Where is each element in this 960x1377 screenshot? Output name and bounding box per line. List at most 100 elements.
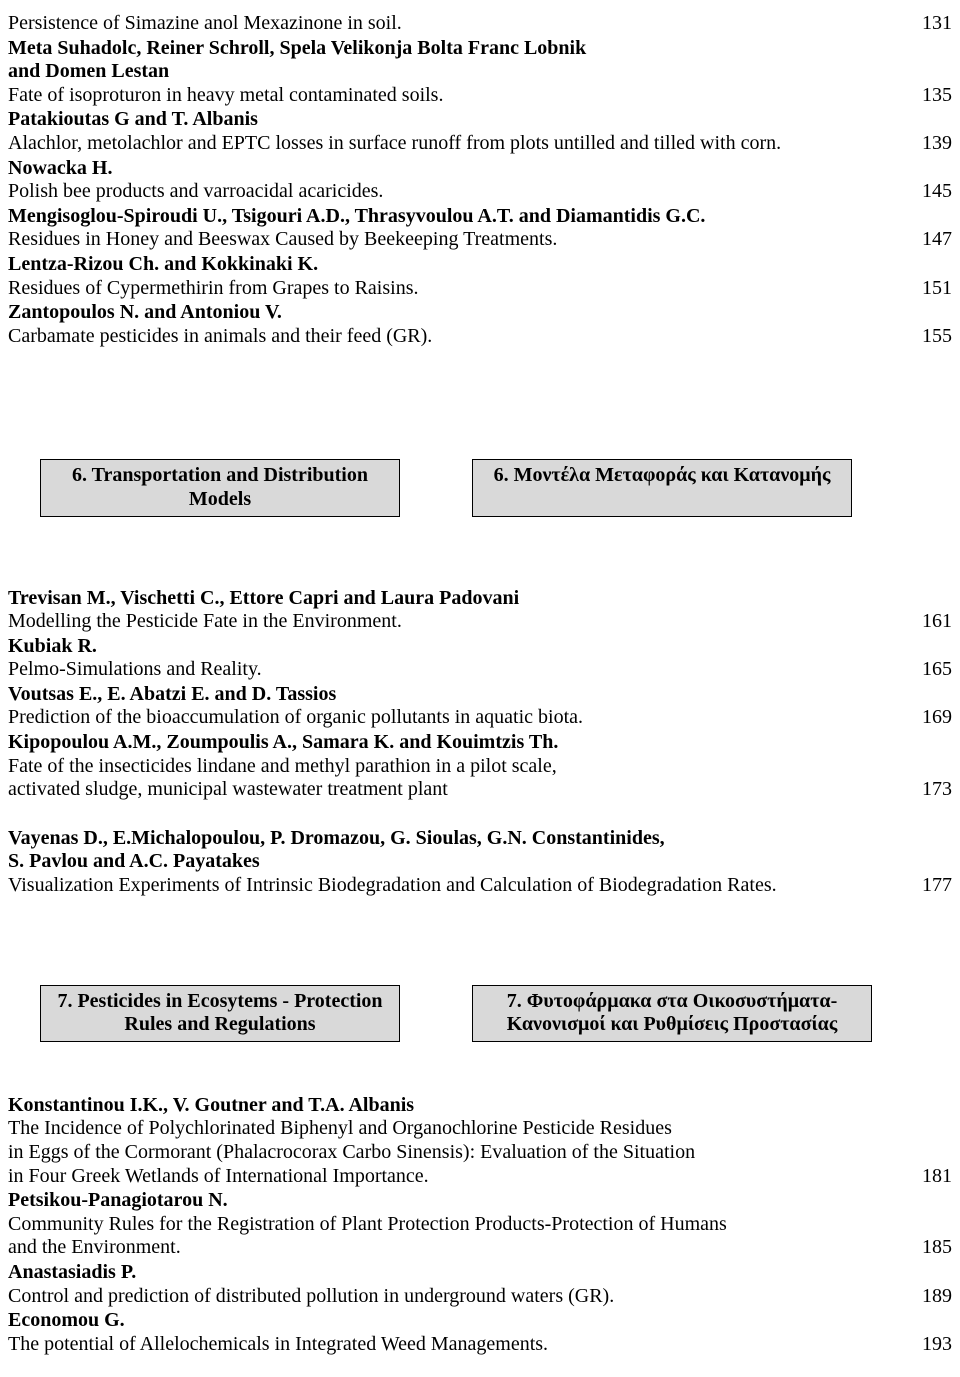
toc-page-number: 189 [922,1285,952,1309]
toc-title: The potential of Allelochemicals in Inte… [8,1333,922,1357]
toc-authors: Anastasiadis P. [8,1261,952,1285]
toc-authors: and Domen Lestan [8,60,952,84]
toc-line: Visualization Experiments of Intrinsic B… [8,874,952,898]
toc-entry: Petsikou-Panagiotarou N.Community Rules … [8,1189,952,1260]
toc-line: Polish bee products and varroacidal acar… [8,180,952,204]
toc-page-number: 135 [922,84,952,108]
toc-authors: Trevisan M., Vischetti C., Ettore Capri … [8,587,952,611]
toc-authors: Zantopoulos N. and Antoniou V. [8,301,952,325]
toc-authors: Mengisoglou-Spiroudi U., Tsigouri A.D., … [8,205,952,229]
toc-line: Community Rules for the Registration of … [8,1213,952,1237]
toc-entry: Trevisan M., Vischetti C., Ettore Capri … [8,587,952,634]
toc-title: Carbamate pesticides in animals and thei… [8,325,922,349]
toc-authors: Lentza-Rizou Ch. and Kokkinaki K. [8,253,952,277]
toc-authors: Konstantinou I.K., V. Goutner and T.A. A… [8,1094,952,1118]
toc-line: Fate of the insecticides lindane and met… [8,755,952,779]
toc-line: Pelmo-Simulations and Reality.165 [8,658,952,682]
toc-authors: Petsikou-Panagiotarou N. [8,1189,952,1213]
toc-entry: Patakioutas G and T. AlbanisAlachlor, me… [8,108,952,155]
section-7-headers: 7. Pesticides in Ecosytems - Protection … [40,985,952,1042]
toc-page-number: 169 [922,706,952,730]
toc-entry: Nowacka H.Polish bee products and varroa… [8,157,952,204]
section-6-left-line2: Models [51,488,389,512]
section-7-left-line2: Rules and Regulations [51,1013,389,1037]
toc-page-number: 139 [922,132,952,156]
toc-line: Control and prediction of distributed po… [8,1285,952,1309]
entries-block-2: Trevisan M., Vischetti C., Ettore Capri … [8,587,952,802]
toc-authors: Kubiak R. [8,635,952,659]
toc-entry: Kipopoulou A.M., Zoumpoulis A., Samara K… [8,731,952,802]
toc-line: Persistence of Simazine anol Mexazinone … [8,12,952,36]
toc-title: and the Environment. [8,1236,922,1260]
section-7-left-line1: 7. Pesticides in Ecosytems - Protection [51,990,389,1014]
section-7-left: 7. Pesticides in Ecosytems - Protection … [40,985,400,1042]
toc-entry: Mengisoglou-Spiroudi U., Tsigouri A.D., … [8,205,952,252]
toc-title: Residues in Honey and Beeswax Caused by … [8,228,922,252]
toc-entry: Lentza-Rizou Ch. and Kokkinaki K.Residue… [8,253,952,300]
toc-page-number: 155 [922,325,952,349]
toc-title: in Four Greek Wetlands of International … [8,1165,922,1189]
toc-title: The Incidence of Polychlorinated Bipheny… [8,1117,952,1141]
toc-title: Modelling the Pesticide Fate in the Envi… [8,610,922,634]
toc-line: The potential of Allelochemicals in Inte… [8,1333,952,1357]
toc-line: in Four Greek Wetlands of International … [8,1165,952,1189]
toc-line: in Eggs of the Cormorant (Phalacrocorax … [8,1141,952,1165]
toc-entry: Meta Suhadolc, Reiner Schroll, Spela Vel… [8,37,952,108]
toc-title: activated sludge, municipal wastewater t… [8,778,922,802]
toc-line: Modelling the Pesticide Fate in the Envi… [8,610,952,634]
toc-authors: Patakioutas G and T. Albanis [8,108,952,132]
toc-line: Prediction of the bioaccumulation of org… [8,706,952,730]
toc-entry: Kubiak R.Pelmo-Simulations and Reality.1… [8,635,952,682]
toc-line: and the Environment.185 [8,1236,952,1260]
toc-authors: Voutsas E., E. Abatzi E. and D. Tassios [8,683,952,707]
entries-block-3: Konstantinou I.K., V. Goutner and T.A. A… [8,1094,952,1357]
entries-block-1: Persistence of Simazine anol Mexazinone … [8,12,952,348]
section-7-right-line1: 7. Φυτοφάρμακα στα Οικοσυστήματα- [483,990,861,1014]
toc-authors: Meta Suhadolc, Reiner Schroll, Spela Vel… [8,37,952,61]
toc-title: Pelmo-Simulations and Reality. [8,658,922,682]
toc-line: Residues in Honey and Beeswax Caused by … [8,228,952,252]
toc-title: Alachlor, metolachlor and EPTC losses in… [8,132,922,156]
toc-line: Alachlor, metolachlor and EPTC losses in… [8,132,952,156]
toc-authors: Nowacka H. [8,157,952,181]
toc-page-number: 161 [922,610,952,634]
toc-title: Residues of Cypermethirin from Grapes to… [8,277,922,301]
toc-title: Community Rules for the Registration of … [8,1213,952,1237]
toc-title: Fate of isoproturon in heavy metal conta… [8,84,922,108]
toc-line: Residues of Cypermethirin from Grapes to… [8,277,952,301]
toc-page-number: 193 [922,1333,952,1357]
toc-authors: S. Pavlou and A.C. Payatakes [8,850,952,874]
toc-entry: Vayenas D., E.Michalopoulou, P. Dromazou… [8,827,952,898]
toc-page-number: 147 [922,228,952,252]
toc-title: Persistence of Simazine anol Mexazinone … [8,12,922,36]
toc-page-number: 145 [922,180,952,204]
toc-authors: Vayenas D., E.Michalopoulou, P. Dromazou… [8,827,952,851]
toc-title: Fate of the insecticides lindane and met… [8,755,952,779]
toc-line: The Incidence of Polychlorinated Bipheny… [8,1117,952,1141]
section-7-right: 7. Φυτοφάρμακα στα Οικοσυστήματα- Κανονι… [472,985,872,1042]
toc-title: Control and prediction of distributed po… [8,1285,922,1309]
toc-entry: Zantopoulos N. and Antoniou V.Carbamate … [8,301,952,348]
toc-page-number: 173 [922,778,952,802]
toc-page-number: 165 [922,658,952,682]
toc-line: Fate of isoproturon in heavy metal conta… [8,84,952,108]
toc-page-number: 185 [922,1236,952,1260]
toc-line: Carbamate pesticides in animals and thei… [8,325,952,349]
toc-title: Prediction of the bioaccumulation of org… [8,706,922,730]
toc-authors: Kipopoulou A.M., Zoumpoulis A., Samara K… [8,731,952,755]
entries-block-2b: Vayenas D., E.Michalopoulou, P. Dromazou… [8,827,952,898]
toc-title: Visualization Experiments of Intrinsic B… [8,874,922,898]
section-6-right-line1: 6. Μοντέλα Μεταφοράς και Κατανομής [483,464,841,488]
toc-page-number: 151 [922,277,952,301]
toc-page-number: 131 [922,12,952,36]
section-6-right: 6. Μοντέλα Μεταφοράς και Κατανομής [472,459,852,516]
toc-page-number: 177 [922,874,952,898]
toc-title: Polish bee products and varroacidal acar… [8,180,922,204]
section-6-headers: 6. Transportation and Distribution Model… [40,459,952,516]
toc-page-number: 181 [922,1165,952,1189]
toc-entry: Konstantinou I.K., V. Goutner and T.A. A… [8,1094,952,1188]
toc-entry: Anastasiadis P.Control and prediction of… [8,1261,952,1308]
toc-entry: Economou G.The potential of Allelochemic… [8,1309,952,1356]
section-7-right-line2: Κανονισμοί και Ρυθμίσεις Προστασίας [483,1013,861,1037]
toc-entry: Persistence of Simazine anol Mexazinone … [8,12,952,36]
